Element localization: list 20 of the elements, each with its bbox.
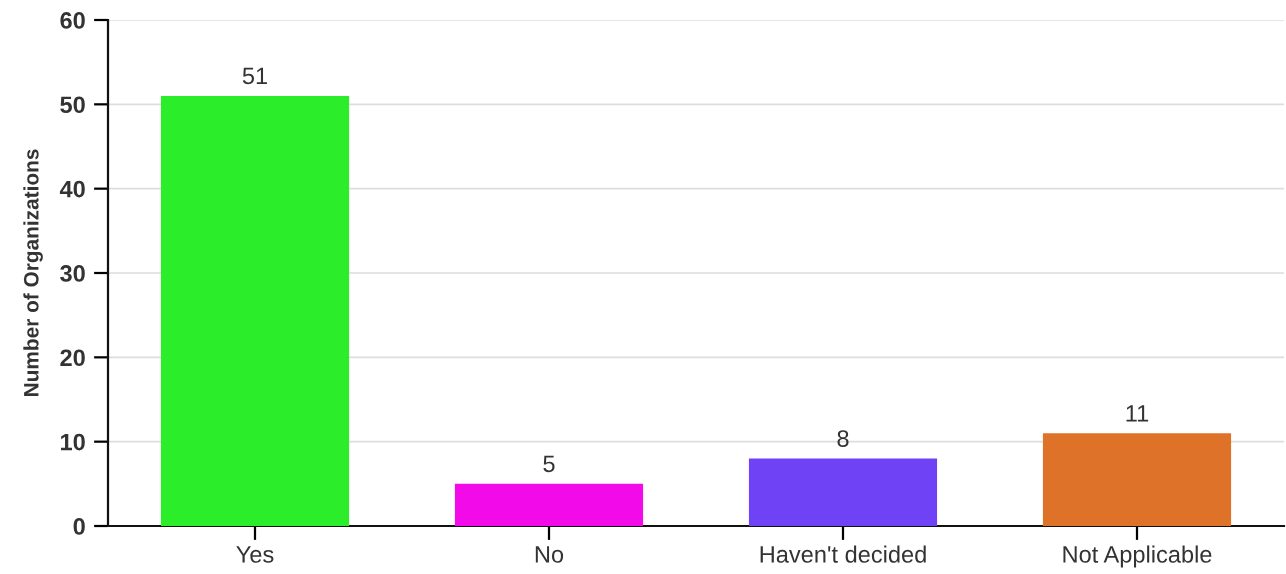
x-tick-label: Haven't decided [760, 545, 926, 563]
x-tick-label: Not Applicable [1063, 545, 1212, 568]
bar [1042, 433, 1232, 526]
bar [748, 458, 938, 526]
bar [160, 95, 350, 526]
x-tick-label: Yes [236, 546, 274, 563]
y-tick-label: 60 [60, 12, 85, 29]
y-tick-label: 20 [60, 349, 85, 367]
y-tick-label: 30 [60, 265, 85, 282]
y-tick-label: 0 [73, 518, 85, 535]
data-label: 11 [1126, 405, 1149, 422]
bar [454, 483, 644, 526]
data-label: 5 [543, 455, 555, 473]
y-tick-label: 40 [59, 180, 85, 198]
data-label: 8 [837, 430, 849, 447]
y-tick-label: 10 [61, 433, 85, 451]
y-tick-label: 50 [60, 96, 85, 114]
data-label: 51 [242, 67, 267, 85]
x-tick-label: No [535, 546, 564, 563]
y-axis-title: Number of Organizations [23, 149, 43, 397]
